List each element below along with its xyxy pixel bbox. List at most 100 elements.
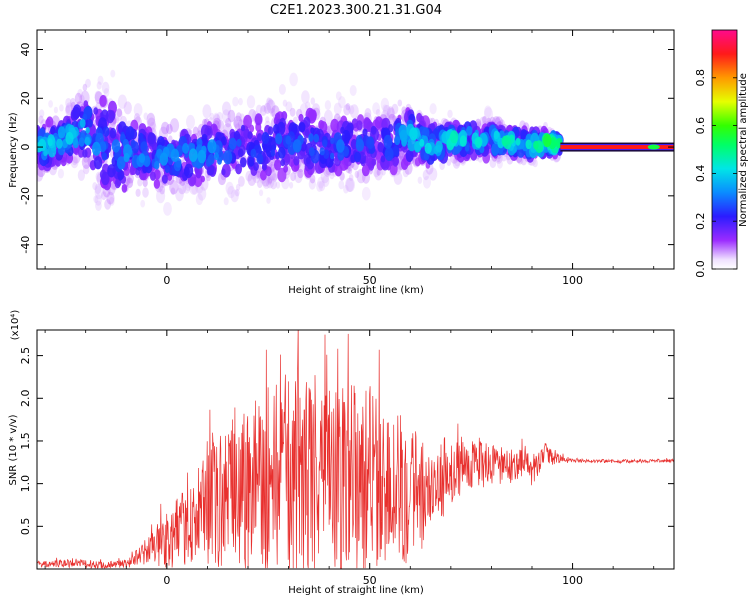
spectrogram-cell bbox=[77, 88, 83, 98]
spectrogram-cell bbox=[186, 114, 195, 130]
spectrogram-cell bbox=[346, 122, 354, 134]
spectrogram-cell bbox=[373, 167, 380, 178]
spectrogram-cell bbox=[259, 105, 267, 116]
spectrogram-cell bbox=[48, 100, 53, 108]
spectrogram-cell bbox=[324, 109, 333, 124]
spectrogram-cell bbox=[225, 117, 232, 128]
spectrogram-cell bbox=[275, 181, 281, 189]
spectrogram-cell bbox=[116, 108, 123, 118]
spectrogram-cell bbox=[533, 140, 539, 150]
spectrogram-cell bbox=[85, 126, 90, 134]
spectrogram-cell bbox=[298, 113, 304, 122]
spectrogram-cell bbox=[81, 154, 91, 169]
spectrogram-cell bbox=[347, 167, 353, 175]
spectrogram-cell bbox=[341, 129, 351, 144]
spectrogram-cell bbox=[99, 141, 107, 153]
spectrogram-cell bbox=[200, 175, 205, 183]
spectrogram-cell bbox=[267, 126, 274, 136]
spectrogram-cell bbox=[169, 180, 179, 195]
spectrogram-cell bbox=[87, 118, 93, 128]
spectrogram-cell bbox=[409, 127, 418, 141]
spectrogram-cell bbox=[101, 191, 107, 201]
spectrogram-cell bbox=[72, 106, 81, 120]
spectrogram-cell bbox=[424, 142, 432, 154]
spectrogram-cell bbox=[154, 160, 160, 170]
spectrogram-cell bbox=[168, 135, 173, 143]
spectrogram-cell bbox=[206, 128, 212, 136]
spectrogram-cell bbox=[183, 166, 190, 177]
spectrogram-cell bbox=[256, 170, 261, 178]
spectrogram-cell bbox=[435, 140, 443, 153]
spectrogram-cell bbox=[305, 101, 311, 110]
spectrogram-cell bbox=[388, 113, 396, 126]
colorbar-ticks: 0.0 0.2 0.4 0.6 0.8 bbox=[694, 69, 737, 278]
spectrogram-cell bbox=[289, 182, 294, 189]
spectrogram-cell bbox=[265, 166, 272, 177]
spectrogram-panel: 0 50 100 -40 -20 0 20 40 Height of straight lin… bbox=[8, 29, 675, 296]
spectrogram-cell bbox=[283, 165, 288, 173]
spectrogram-cell bbox=[143, 112, 149, 120]
spectrogram-cell bbox=[79, 94, 85, 104]
spectrogram-cell bbox=[140, 141, 148, 153]
spectrogram-cell bbox=[56, 138, 63, 149]
spectrogram-cell bbox=[177, 180, 187, 195]
spectrogram-cell bbox=[361, 164, 370, 177]
spectrogram-cell bbox=[161, 121, 170, 135]
spectrogram-cell bbox=[188, 148, 198, 162]
spectrogram-cell bbox=[345, 177, 355, 192]
snr-x-axis-label: Height of straight line (km) bbox=[288, 585, 424, 596]
spectrogram-cell bbox=[355, 138, 365, 152]
spectrogram-cell bbox=[285, 101, 293, 112]
spectrogram-cell bbox=[243, 114, 253, 129]
spectrogram-cell bbox=[101, 152, 108, 161]
spectrogram-cell bbox=[278, 84, 286, 95]
spectrogram-cell bbox=[337, 149, 345, 161]
spectrogram-cell bbox=[45, 118, 51, 128]
spectrogram-cell bbox=[207, 164, 215, 176]
spectrogram-x-axis-label: Height of straight line (km) bbox=[288, 285, 424, 296]
spectrogram-cell bbox=[345, 177, 354, 192]
spectrogram-cell bbox=[297, 168, 304, 179]
spectrogram-cell bbox=[225, 181, 234, 195]
spectrogram-cell bbox=[65, 98, 72, 108]
spectrogram-cell bbox=[221, 168, 226, 176]
spectrogram-cell bbox=[116, 156, 126, 170]
spectrogram-cell bbox=[235, 163, 243, 175]
spectrogram-cell bbox=[525, 139, 532, 150]
spectrogram-cell bbox=[308, 178, 316, 190]
spectrogram-cell bbox=[65, 105, 71, 114]
spectrogram-cell bbox=[292, 116, 298, 125]
spectrogram-cell bbox=[310, 97, 316, 105]
figure-title: C2E1.2023.300.21.31.G04 bbox=[270, 3, 442, 18]
spectrogram-cell bbox=[338, 96, 346, 109]
spectrogram-cell bbox=[308, 133, 314, 142]
spectrogram-cell bbox=[50, 126, 56, 135]
spectrogram-cell bbox=[330, 137, 335, 145]
spectrogram-cell bbox=[82, 83, 88, 92]
spectrogram-frame bbox=[36, 29, 675, 270]
spectrogram-cell bbox=[220, 136, 227, 146]
spectrogram-cell bbox=[236, 138, 242, 147]
spectrogram-cell bbox=[401, 106, 407, 115]
spectrogram-cell bbox=[247, 131, 253, 140]
spectrogram-cell bbox=[93, 195, 99, 204]
spectrogram-cell bbox=[238, 176, 245, 187]
spectrogram-cell bbox=[216, 111, 223, 121]
spectrogram-cell bbox=[515, 137, 521, 146]
spectrogram-cell bbox=[93, 156, 103, 170]
spectrogram-cell bbox=[107, 164, 116, 178]
spectrogram-cell bbox=[57, 126, 66, 139]
spectrogram-cell bbox=[271, 144, 276, 151]
spectrogram-cell bbox=[104, 199, 111, 210]
spectrogram-cell bbox=[422, 169, 430, 181]
spectrogram-cell bbox=[78, 137, 85, 147]
spectrogram-cell bbox=[266, 97, 271, 104]
spectrogram-cell bbox=[146, 112, 156, 126]
spectrogram-cell bbox=[298, 122, 306, 133]
spectrogram-cell bbox=[254, 113, 263, 126]
spectrogram-cell bbox=[268, 98, 273, 105]
spectrogram-cell bbox=[82, 149, 88, 158]
spectrogram-cell bbox=[305, 157, 311, 165]
spectrogram-cell bbox=[166, 123, 173, 135]
